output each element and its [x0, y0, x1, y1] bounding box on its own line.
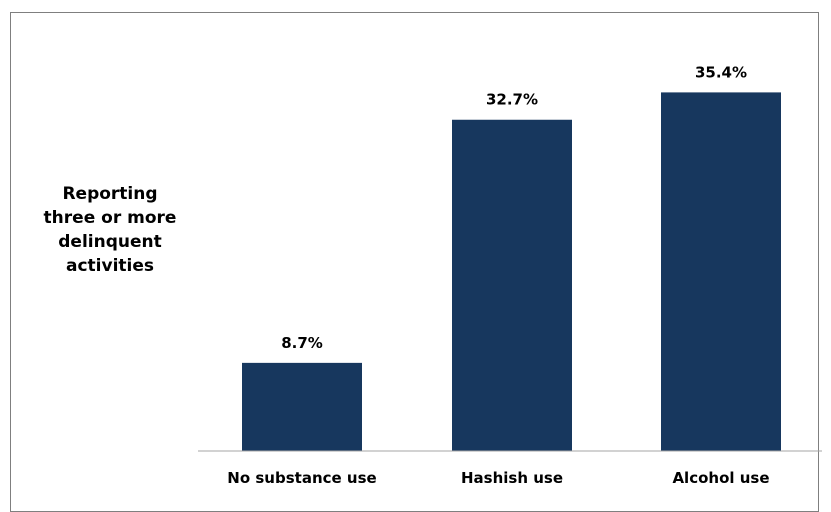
bar-alcohol-use: [661, 92, 781, 451]
labels-group: 8.7% No substance use 32.7% Hashish use 35.4…: [227, 63, 769, 487]
category-label: No substance use: [227, 469, 376, 487]
y-axis-label: Reporting three or more delinquent activ…: [22, 182, 198, 278]
category-label: Hashish use: [461, 469, 563, 487]
bar-hashish-use: [452, 119, 572, 452]
y-axis-label-line: delinquent: [58, 232, 162, 252]
y-axis-label-line: three or more: [43, 208, 177, 228]
bars-group: [242, 92, 781, 452]
category-label: Alcohol use: [672, 469, 769, 487]
bar-chart: 8.7% No substance use 32.7% Hashish use 35.4…: [198, 63, 822, 487]
data-label: 32.7%: [486, 91, 538, 109]
data-label: 8.7%: [281, 334, 323, 352]
data-label: 35.4%: [695, 63, 747, 81]
y-axis-label-line: Reporting: [62, 184, 158, 204]
y-axis-label-line: activities: [65, 256, 154, 276]
bar-no-substance-use: [242, 362, 362, 451]
